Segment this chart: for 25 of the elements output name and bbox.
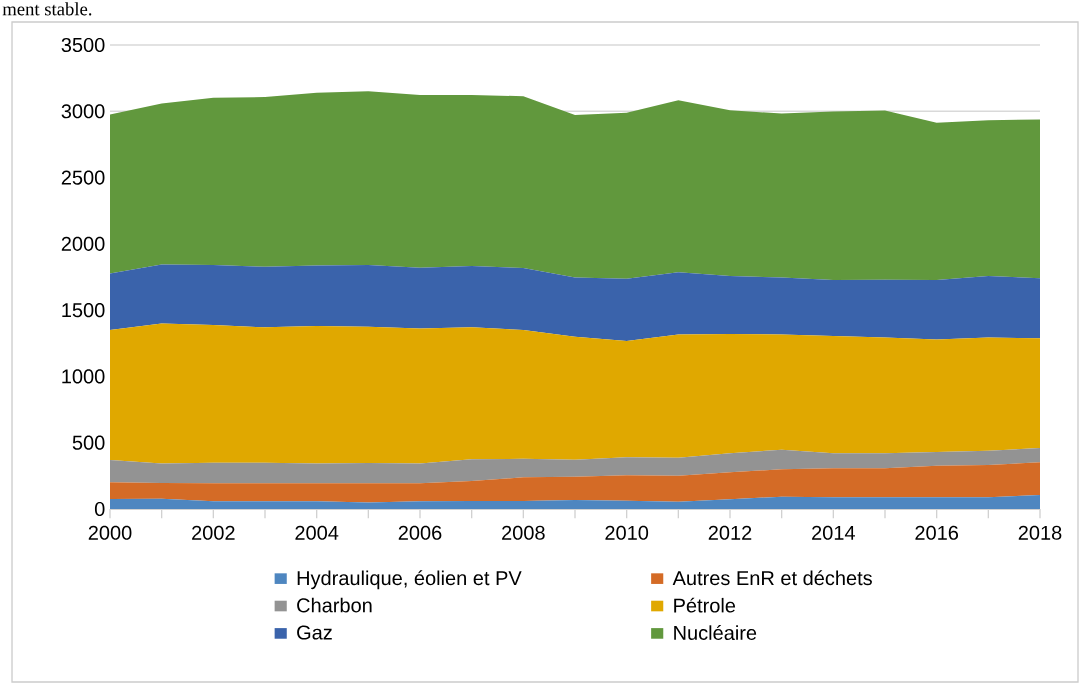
y-tick-label: 1500 [62, 303, 105, 318]
x-tick-label: 2006 [398, 525, 442, 540]
y-tick-label: 3000 [61, 104, 105, 119]
y-tick-label: 2000 [61, 236, 105, 251]
x-tick-label: 2012 [708, 525, 752, 540]
legend-label: Nucléaire [674, 625, 757, 640]
y-tick-label: 3500 [61, 37, 105, 53]
x-tick-label: 2014 [812, 525, 855, 540]
x-tick-label: 2002 [192, 525, 235, 540]
legend-label: Pétrole [674, 597, 736, 613]
y-tick-label: 2500 [61, 170, 105, 185]
x-tick-label: 2018 [1018, 525, 1062, 540]
legend-label: Hydraulique, éolien et PV [297, 570, 522, 590]
x-tick-label: 2008 [502, 525, 545, 540]
y-tick-label: 1000 [62, 369, 105, 384]
legend-label: Gaz [297, 625, 332, 640]
legend-label: Charbon [297, 597, 372, 613]
x-tick-label: 2000 [88, 525, 132, 540]
y-tick-label: 0 [94, 501, 105, 517]
legend-label: Autres EnR et déchets [672, 570, 872, 586]
x-tick-label: 2010 [605, 525, 649, 540]
x-tick-label: 2016 [915, 525, 959, 540]
x-tick-label: 2004 [295, 525, 339, 540]
text: ment stable. [2, 2, 92, 16]
y-tick-label: 500 [72, 435, 105, 450]
